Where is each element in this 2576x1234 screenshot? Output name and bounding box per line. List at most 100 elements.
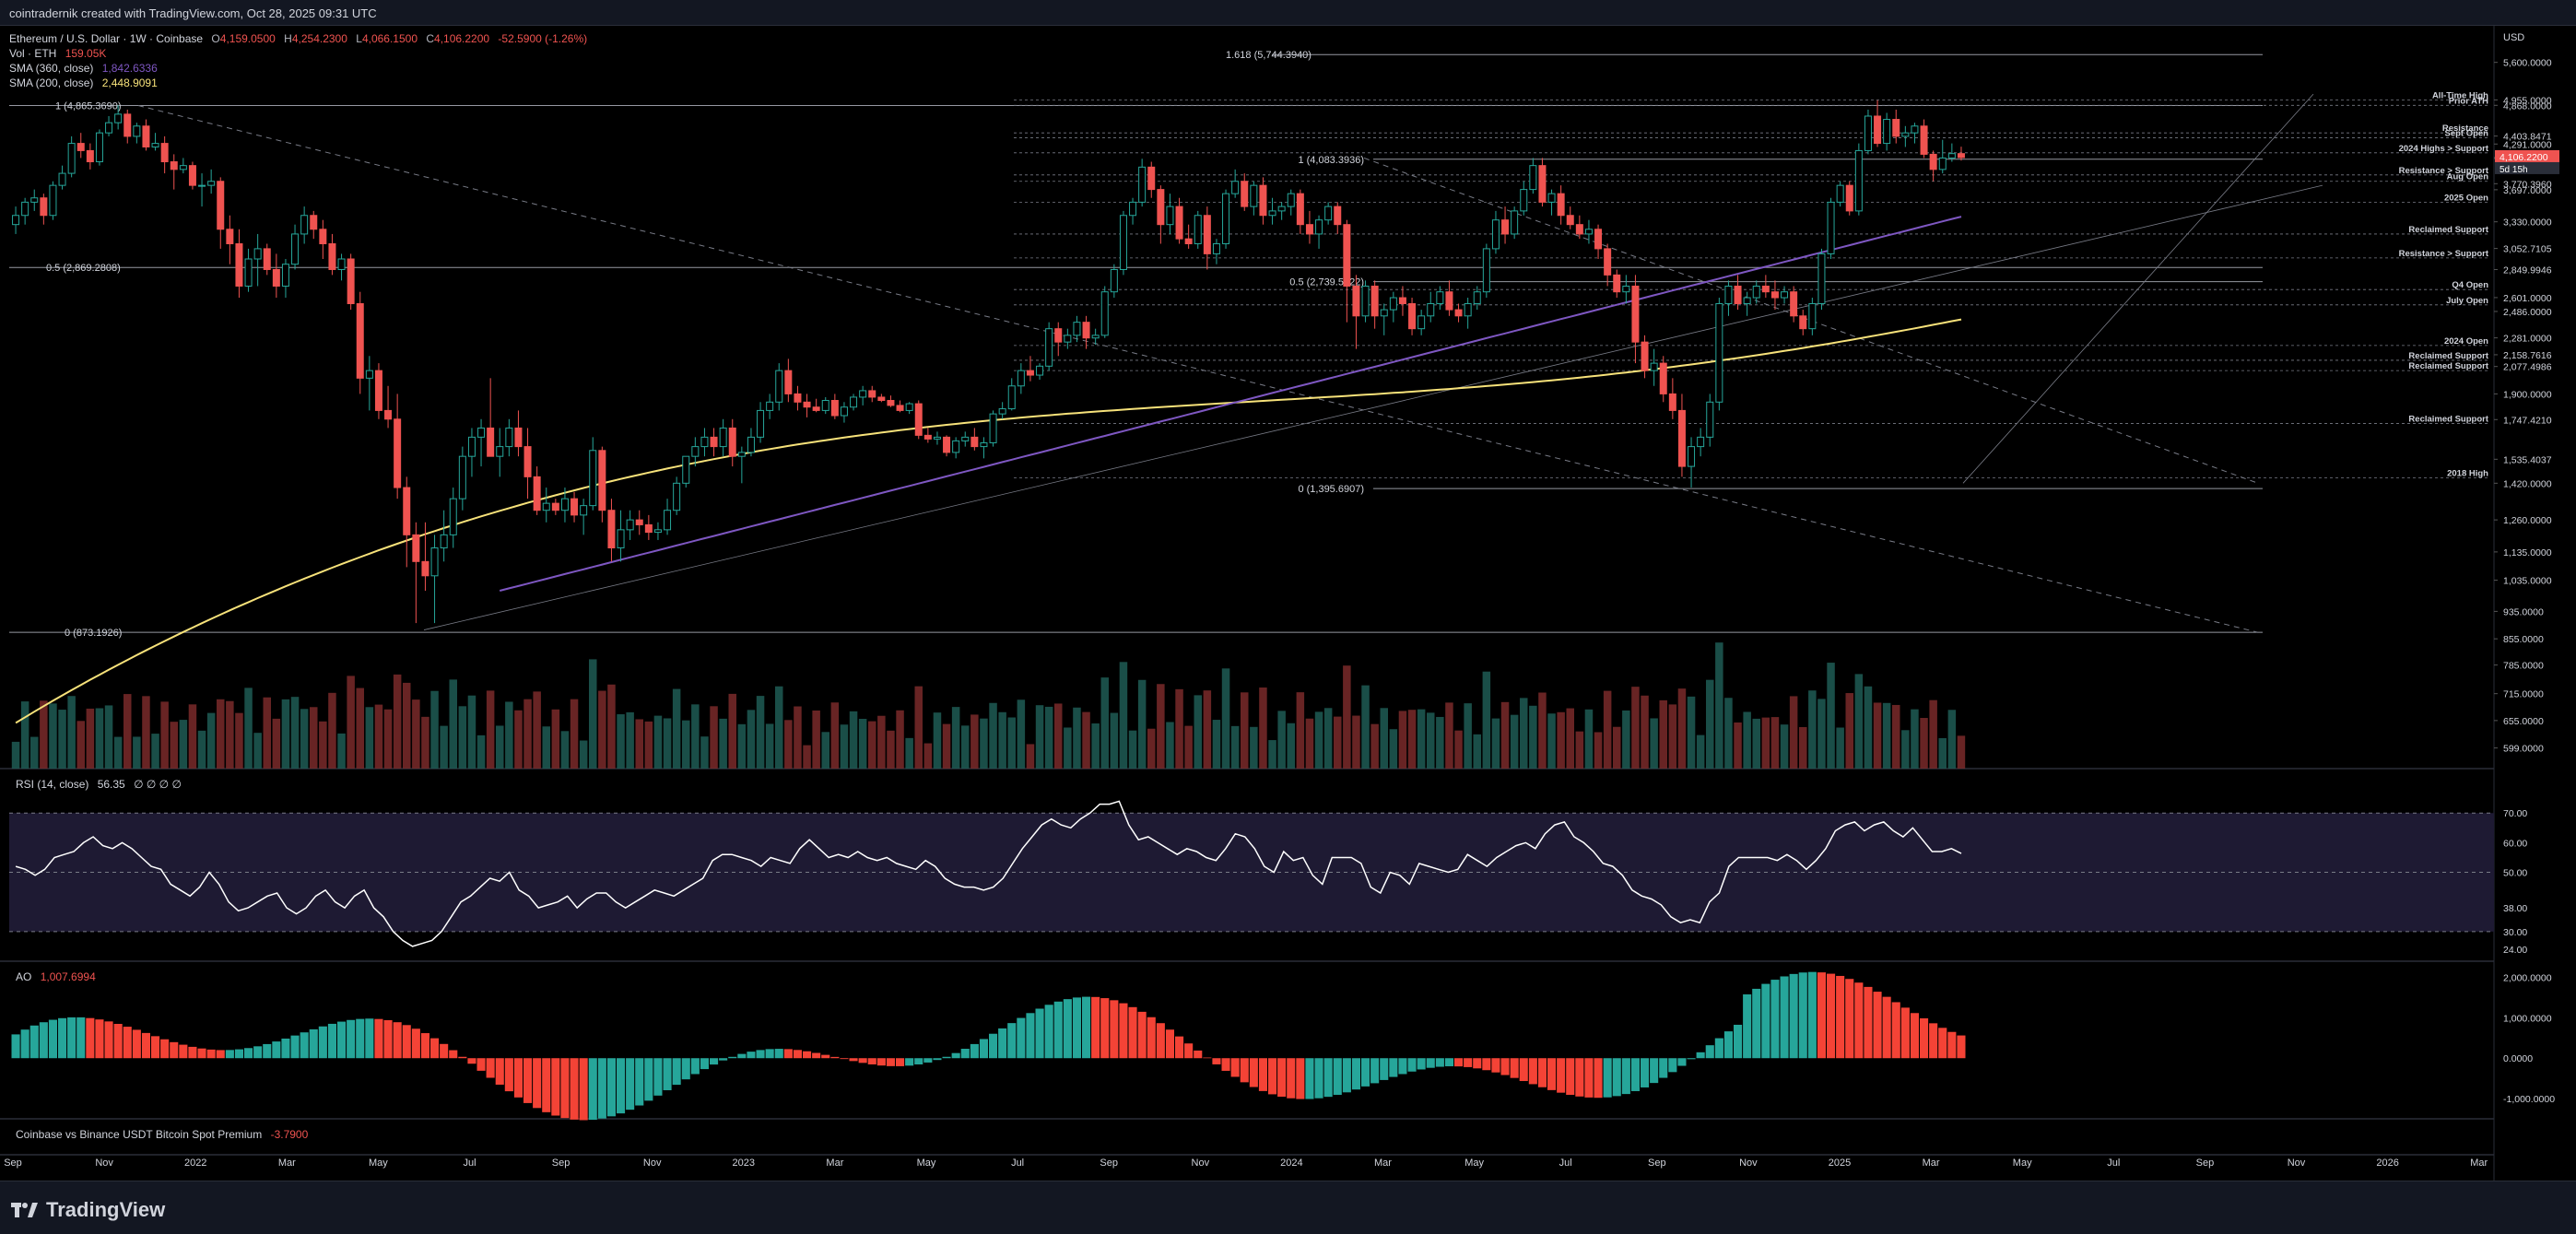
sr-level-label: All-Time High	[2432, 90, 2488, 100]
candle-body	[1511, 210, 1519, 235]
candle-body	[1650, 362, 1658, 371]
ao-bar	[1491, 1058, 1500, 1073]
candle	[477, 418, 486, 467]
symbol-label[interactable]: Ethereum / U.S. Dollar · 1W · Coinbase	[9, 32, 204, 45]
candle-body	[607, 510, 616, 549]
candle	[1036, 363, 1044, 381]
volume-bar	[1147, 728, 1156, 769]
volume-bar	[737, 723, 747, 769]
ao-bar	[1882, 996, 1891, 1059]
volume-legend[interactable]: Vol · ETH 159.05K	[9, 47, 106, 60]
ao-bar	[1836, 975, 1845, 1059]
ao-bar	[747, 1052, 756, 1059]
price-legend: Ethereum / U.S. Dollar · 1W · Coinbase O…	[9, 32, 587, 45]
ao-bar	[337, 1021, 347, 1059]
candle	[1175, 197, 1183, 244]
time-tick-label: Mar	[278, 1158, 296, 1169]
candle-body	[1091, 335, 1100, 339]
candle-body	[943, 436, 951, 453]
volume-bar	[179, 720, 188, 769]
candle-body	[1175, 206, 1183, 240]
price-tick-label: 935.0000	[2503, 606, 2544, 617]
candle	[142, 119, 150, 151]
tradingview-logo[interactable]: TradingView	[11, 1198, 165, 1222]
candle-body	[1677, 409, 1686, 467]
candle-body	[980, 441, 988, 448]
time-tick-label: 2022	[184, 1158, 206, 1169]
candle-body	[49, 184, 57, 217]
price-tick-label: 2,601.0000	[2503, 293, 2552, 304]
ao-bar	[1165, 1029, 1174, 1059]
price-tick-label: 715.0000	[2503, 689, 2544, 700]
rsi-legend[interactable]: RSI (14, close) 56.35 ∅ ∅ ∅ ∅	[16, 778, 182, 791]
ao-bar	[1575, 1058, 1584, 1097]
volume-bar	[1584, 709, 1594, 769]
candle	[1334, 202, 1342, 234]
ao-bar	[290, 1035, 300, 1059]
volume-bar	[542, 726, 550, 769]
sma200-legend[interactable]: SMA (200, close) 2,448.9091	[9, 76, 158, 89]
candle	[1259, 177, 1267, 225]
volume-bar	[1641, 695, 1649, 769]
time-axis: Sep Nov 2022 Mar May Jul Sep Nov 2023 Mar May Jul Se…	[4, 1158, 2488, 1169]
volume-bar	[830, 702, 840, 769]
volume-bar	[682, 720, 690, 769]
candle	[1520, 181, 1528, 216]
chart-frame[interactable]: USD 5,600.0000 4,955.0000 4,868.0000 4,403.8…	[0, 26, 2576, 1181]
candle-body	[1761, 285, 1770, 293]
low-value: 4,066.1500	[361, 32, 418, 45]
candle-body	[560, 498, 569, 511]
candle	[1781, 286, 1789, 304]
volume-bar	[1510, 714, 1519, 769]
ao-bar	[1221, 1058, 1230, 1071]
candle-body	[923, 434, 932, 440]
premium-legend[interactable]: Coinbase vs Binance USDT Bitcoin Spot Pr…	[16, 1128, 308, 1141]
sma360-legend[interactable]: SMA (360, close) 1,842.6336	[9, 62, 158, 75]
ao-bar	[1827, 973, 1836, 1059]
volume-bar	[1808, 690, 1817, 769]
volume-bar	[505, 701, 513, 769]
ao-legend[interactable]: AO 1,007.6994	[16, 970, 96, 983]
volume-bar	[1398, 711, 1407, 769]
ao-bar	[430, 1038, 440, 1059]
fib-level-label: 1 (4,865.3690)	[55, 100, 122, 112]
candle	[1287, 189, 1295, 216]
price-tick-label: 2,281.0000	[2503, 334, 2552, 345]
premium-value: -3.7900	[270, 1128, 309, 1141]
candle	[682, 455, 690, 488]
volume-bar	[1389, 729, 1398, 769]
ao-bar	[1053, 1001, 1063, 1059]
volume-bar	[1380, 708, 1388, 769]
candle	[1808, 298, 1817, 335]
ao-bar	[1203, 1057, 1212, 1059]
volume-bar	[560, 731, 570, 769]
open-value: 4,159.0500	[219, 32, 276, 45]
change-value: -52.5900 (-1.26%)	[498, 32, 588, 45]
candle	[1482, 243, 1490, 299]
candle-body	[1268, 210, 1276, 217]
candle	[487, 378, 495, 457]
time-tick-label: Sep	[552, 1158, 570, 1169]
high-value: 4,254.2300	[291, 32, 347, 45]
ao-bar	[765, 1049, 774, 1059]
ao-bar	[486, 1058, 495, 1078]
volume-bar	[1613, 726, 1621, 769]
candle-body	[896, 405, 904, 411]
volume-bar	[644, 721, 653, 769]
ao-bar	[179, 1044, 188, 1059]
ao-bar	[1473, 1058, 1482, 1069]
candle	[812, 398, 820, 413]
ao-bar	[1230, 1058, 1240, 1077]
candle-body	[1929, 153, 1937, 170]
ao-bar	[1723, 1031, 1733, 1059]
candle-body	[1464, 302, 1472, 317]
candle-body	[673, 482, 681, 511]
ao-bar	[1734, 1024, 1743, 1059]
candle	[617, 510, 625, 562]
volume-bar	[1892, 704, 1900, 769]
volume-bar	[496, 725, 504, 769]
volume-bar	[449, 679, 457, 769]
candle-body	[644, 523, 653, 534]
volume-bar	[1799, 726, 1807, 769]
